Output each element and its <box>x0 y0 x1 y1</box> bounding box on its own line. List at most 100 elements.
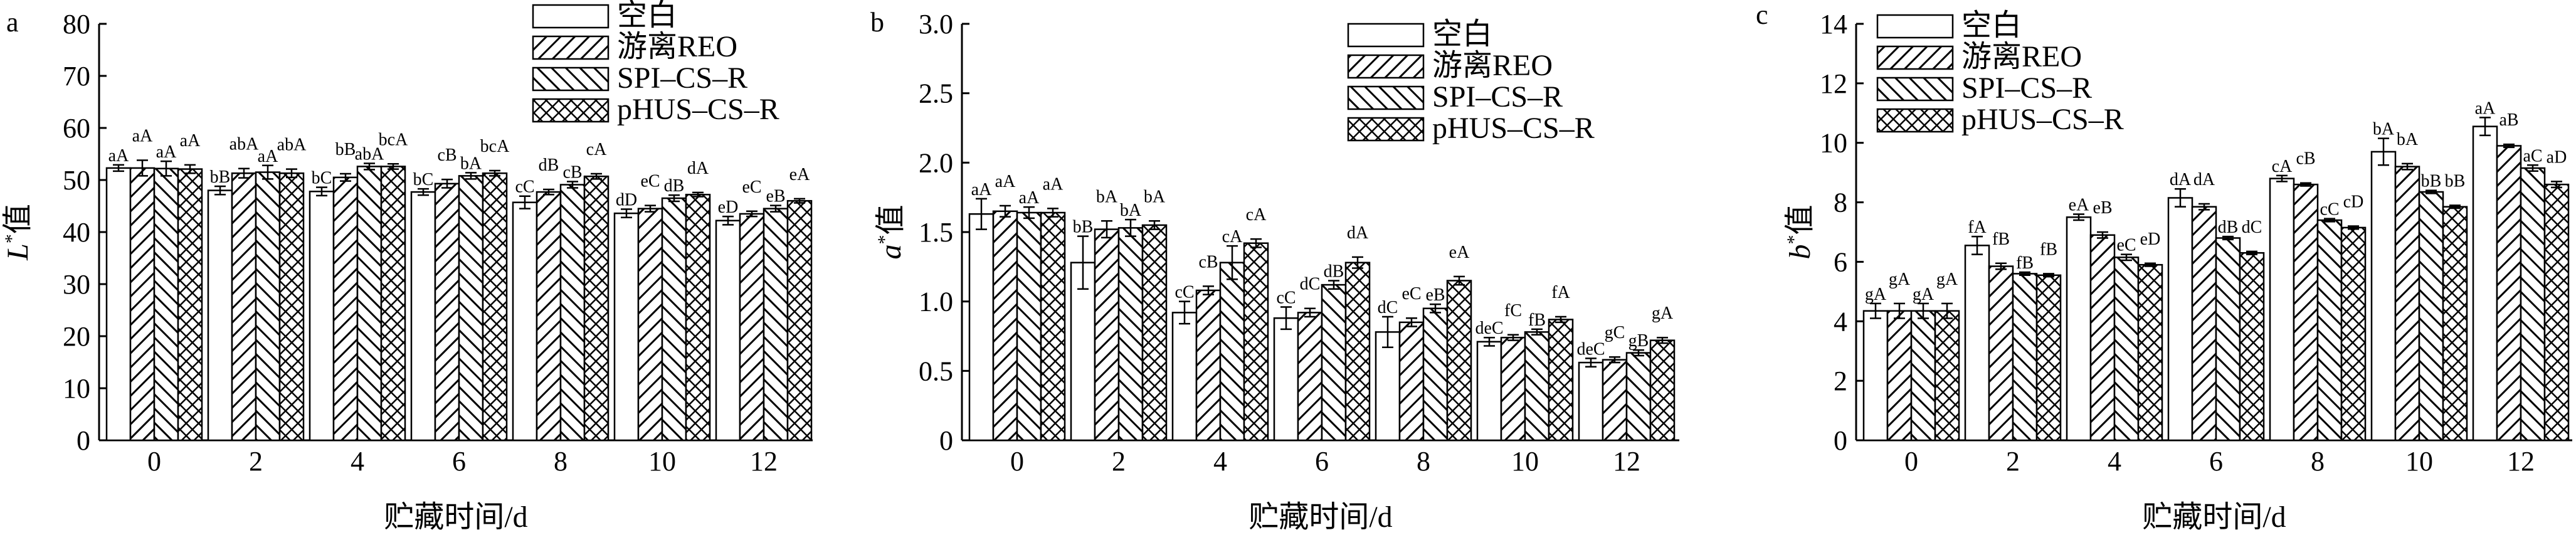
significance-label: eA <box>2069 196 2089 215</box>
bar <box>763 208 789 442</box>
x-tick-label: 2 <box>2006 446 2020 477</box>
significance-label: eC <box>640 172 660 191</box>
bar <box>177 168 203 442</box>
y-tick-label: 6 <box>1834 246 1847 277</box>
significance-label: dC <box>1300 275 1321 294</box>
bar <box>255 171 281 442</box>
significance-label: gA <box>1652 304 1674 323</box>
significance-label: bA <box>2397 130 2419 149</box>
bar <box>458 175 484 442</box>
x-axis-title: 贮藏时间/d <box>384 501 527 534</box>
significance-label: bA <box>460 154 482 173</box>
bar <box>1649 339 1676 442</box>
significance-label: fB <box>1528 310 1546 330</box>
bar <box>1195 289 1222 442</box>
significance-label: cB <box>2296 149 2315 169</box>
y-tick-label: 3.0 <box>919 9 953 40</box>
bar <box>1625 352 1652 442</box>
y-tick-label: 10 <box>1820 128 1847 159</box>
bar <box>1016 211 1042 442</box>
bar <box>583 175 610 442</box>
significance-label: abA <box>355 144 384 164</box>
bar <box>1141 224 1168 442</box>
significance-label: gB <box>1628 331 1649 351</box>
significance-label: cA <box>1222 227 1243 246</box>
y-axis-title: L*值 <box>1 204 34 261</box>
x-tick-label: 10 <box>2405 446 2433 477</box>
bar <box>2496 145 2522 442</box>
x-tick-label: 4 <box>1213 446 1227 477</box>
bar <box>1548 319 1574 442</box>
x-tick-label: 4 <box>351 446 364 477</box>
significance-label: cC <box>1175 283 1194 302</box>
bar <box>1375 331 1401 442</box>
legend-swatch <box>1347 117 1425 142</box>
y-axis-title-suffix: 值 <box>1783 204 1817 235</box>
bar <box>153 167 179 442</box>
bar <box>1988 265 2014 442</box>
significance-label: bC <box>413 170 434 189</box>
significance-label: dA <box>687 159 709 178</box>
significance-label: bcA <box>379 130 408 149</box>
y-tick-label: 12 <box>1820 68 1847 99</box>
legend-label: 空白 <box>617 0 677 32</box>
significance-label: eC <box>1401 284 1421 304</box>
bar <box>105 167 132 442</box>
chart-panel-c: c02468101214b*值贮藏时间/d0gAgAgAgA2fAfBfBfB4… <box>1756 0 2572 534</box>
y-tick-label: 0 <box>1834 425 1847 456</box>
legend-label: pHUS–CS–R <box>617 93 779 126</box>
bar <box>1910 310 1936 442</box>
bar <box>1243 242 1269 442</box>
significance-label: bA <box>2373 120 2395 139</box>
significance-label: cB <box>1198 252 1218 272</box>
bar <box>2066 216 2092 442</box>
bar <box>278 172 305 442</box>
bar <box>2215 237 2241 442</box>
significance-label: abA <box>230 135 259 154</box>
x-tick-label: 8 <box>2311 446 2325 477</box>
significance-label: bA <box>1144 187 1166 206</box>
y-tick-label: 20 <box>63 321 90 352</box>
panel-letter: a <box>6 7 19 38</box>
significance-label: fB <box>2016 253 2034 273</box>
significance-label: gA <box>1889 270 1911 289</box>
significance-label: fA <box>1968 218 1987 237</box>
significance-label: eB <box>766 187 785 206</box>
significance-label: aC <box>2523 146 2542 166</box>
legend-label: SPI–CS–R <box>1432 80 1563 114</box>
significance-label: bA <box>1096 187 1118 206</box>
significance-label: bB <box>210 167 231 187</box>
bar <box>512 201 538 442</box>
y-tick-label: 10 <box>63 373 90 404</box>
significance-label: deC <box>1475 319 1503 338</box>
bar <box>2316 219 2343 442</box>
x-tick-label: 2 <box>249 446 263 477</box>
bar <box>559 184 586 442</box>
significance-label: cA <box>586 140 607 159</box>
significance-label: bB <box>335 140 356 159</box>
bar <box>1964 245 1990 442</box>
x-tick-label: 0 <box>1904 446 1918 477</box>
legend-swatch <box>532 35 610 60</box>
significance-label: bB <box>2445 171 2466 191</box>
significance-label: eC <box>742 177 761 197</box>
significance-label: eB <box>2093 198 2112 218</box>
bar <box>1040 211 1066 442</box>
bar <box>2418 191 2444 442</box>
x-tick-label: 4 <box>2108 446 2121 477</box>
bar <box>1321 283 1347 442</box>
bar <box>1886 310 1913 442</box>
bar <box>1862 310 1889 442</box>
legend-swatch <box>532 66 610 92</box>
significance-label: bB <box>2421 172 2442 191</box>
bar <box>309 191 335 442</box>
legend-label: SPI–CS–R <box>617 61 747 95</box>
bar <box>739 213 765 442</box>
significance-label: aA <box>132 126 153 146</box>
significance-label: fB <box>2040 240 2057 259</box>
x-tick-label: 12 <box>1613 446 1640 477</box>
significance-label: dB <box>2218 218 2239 237</box>
legend-label: 游离REO <box>617 30 737 63</box>
legend-swatch <box>532 4 610 29</box>
